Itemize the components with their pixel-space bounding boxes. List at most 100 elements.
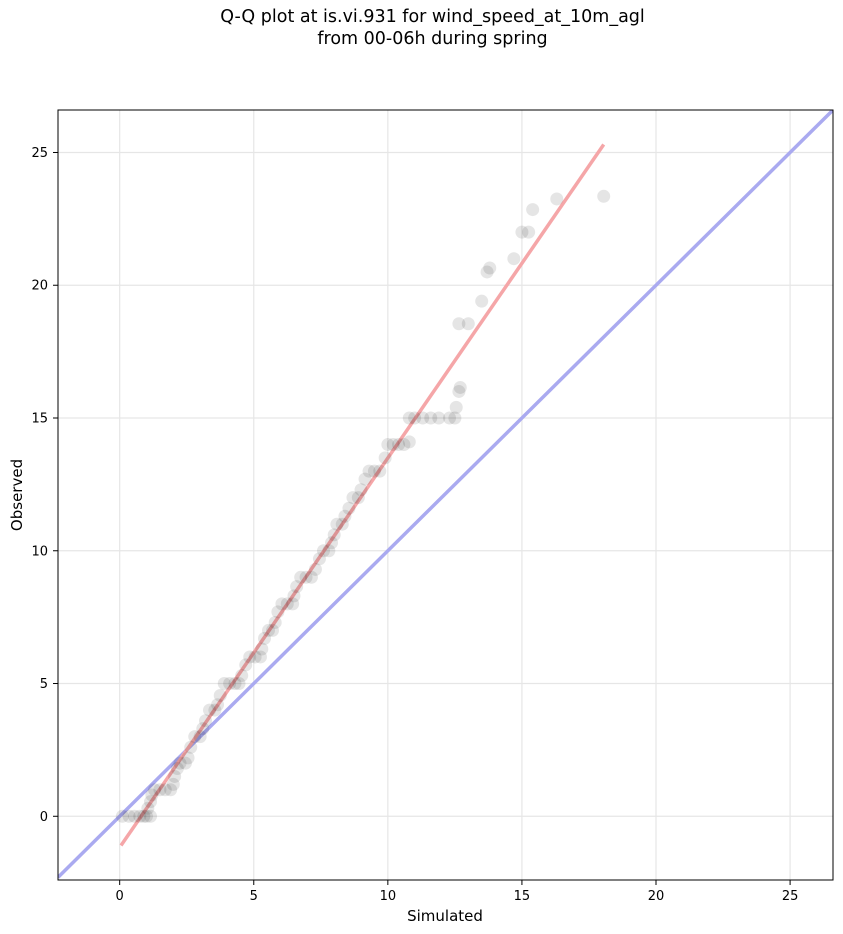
data-point <box>235 669 249 683</box>
data-point <box>228 677 242 691</box>
data-point <box>358 472 372 486</box>
data-point <box>507 252 521 266</box>
data-point <box>217 677 231 691</box>
data-point <box>312 552 326 566</box>
data-points <box>115 189 611 823</box>
data-point <box>275 597 289 611</box>
x-tick-label: 20 <box>648 889 665 904</box>
data-point <box>386 438 400 452</box>
reference-lines <box>58 110 833 879</box>
data-point <box>461 317 475 331</box>
data-point <box>144 795 158 809</box>
data-point <box>526 203 540 217</box>
data-point <box>294 570 308 584</box>
data-point <box>168 769 182 783</box>
data-point <box>452 317 466 331</box>
data-point <box>211 698 225 712</box>
data-point <box>449 400 463 414</box>
data-point <box>144 809 158 823</box>
data-point <box>253 650 267 664</box>
x-tick-label: 0 <box>116 889 124 904</box>
data-point <box>397 438 411 452</box>
data-point <box>335 517 349 531</box>
data-point <box>304 570 318 584</box>
data-point <box>170 761 184 775</box>
y-tick-label: 25 <box>31 146 48 161</box>
data-point <box>453 380 467 394</box>
data-point <box>139 809 153 823</box>
data-point <box>287 589 301 603</box>
data-point <box>257 631 271 645</box>
data-point <box>178 756 192 770</box>
x-tick-label: 5 <box>250 889 258 904</box>
data-point <box>122 809 136 823</box>
data-point <box>266 623 280 637</box>
y-tick-label: 20 <box>31 279 48 294</box>
data-point <box>432 411 446 425</box>
data-point <box>346 491 360 505</box>
data-point <box>316 544 330 558</box>
y-tick-label: 0 <box>40 810 48 825</box>
data-point <box>248 650 262 664</box>
x-axis-label: Simulated <box>407 907 483 925</box>
data-point <box>475 294 489 308</box>
data-point <box>351 491 365 505</box>
y-tick-label: 15 <box>31 412 48 427</box>
data-point <box>232 677 246 691</box>
data-point <box>188 730 202 744</box>
y-axis-label: Observed <box>8 459 26 531</box>
chart-title: Q-Q plot at is.vi.931 for wind_speed_at_… <box>0 6 843 50</box>
data-point <box>373 464 387 478</box>
data-point <box>203 703 217 717</box>
grid-lines <box>58 110 833 880</box>
data-point <box>408 411 422 425</box>
data-point <box>522 225 536 239</box>
data-point <box>362 464 376 478</box>
data-point <box>342 501 356 515</box>
data-point <box>402 435 416 449</box>
data-point <box>327 528 341 542</box>
data-point <box>381 438 395 452</box>
data-point <box>184 740 198 754</box>
data-point <box>255 642 269 656</box>
data-point <box>268 615 282 629</box>
data-point <box>392 438 406 452</box>
data-point <box>290 580 304 594</box>
data-point <box>213 688 227 702</box>
data-point <box>166 777 180 791</box>
data-point <box>196 722 210 736</box>
data-point <box>325 536 339 550</box>
data-point <box>280 597 294 611</box>
data-point <box>402 411 416 425</box>
fit-line <box>119 143 606 847</box>
data-point <box>286 597 300 611</box>
data-point <box>480 265 494 279</box>
chart-title-line-1: Q-Q plot at is.vi.931 for wind_speed_at_… <box>220 7 645 27</box>
data-point <box>243 650 257 664</box>
data-point <box>239 658 253 672</box>
data-point <box>173 756 187 770</box>
x-tick-label: 15 <box>514 889 531 904</box>
data-point <box>515 225 529 239</box>
data-point <box>198 714 212 728</box>
data-point <box>367 464 381 478</box>
data-point <box>308 562 322 576</box>
data-point <box>378 451 392 465</box>
plot-frame <box>57 109 834 881</box>
x-tick-label: 10 <box>380 889 397 904</box>
data-point <box>483 261 497 275</box>
data-point <box>133 809 147 823</box>
data-point <box>550 192 564 206</box>
data-point <box>127 809 141 823</box>
data-point <box>443 411 457 425</box>
data-point <box>597 189 611 203</box>
data-point <box>164 783 178 797</box>
data-point <box>137 809 151 823</box>
data-point <box>338 509 352 523</box>
data-point <box>158 783 172 797</box>
data-point <box>208 703 222 717</box>
data-point <box>448 411 462 425</box>
data-point <box>115 809 129 823</box>
data-point <box>145 788 159 802</box>
